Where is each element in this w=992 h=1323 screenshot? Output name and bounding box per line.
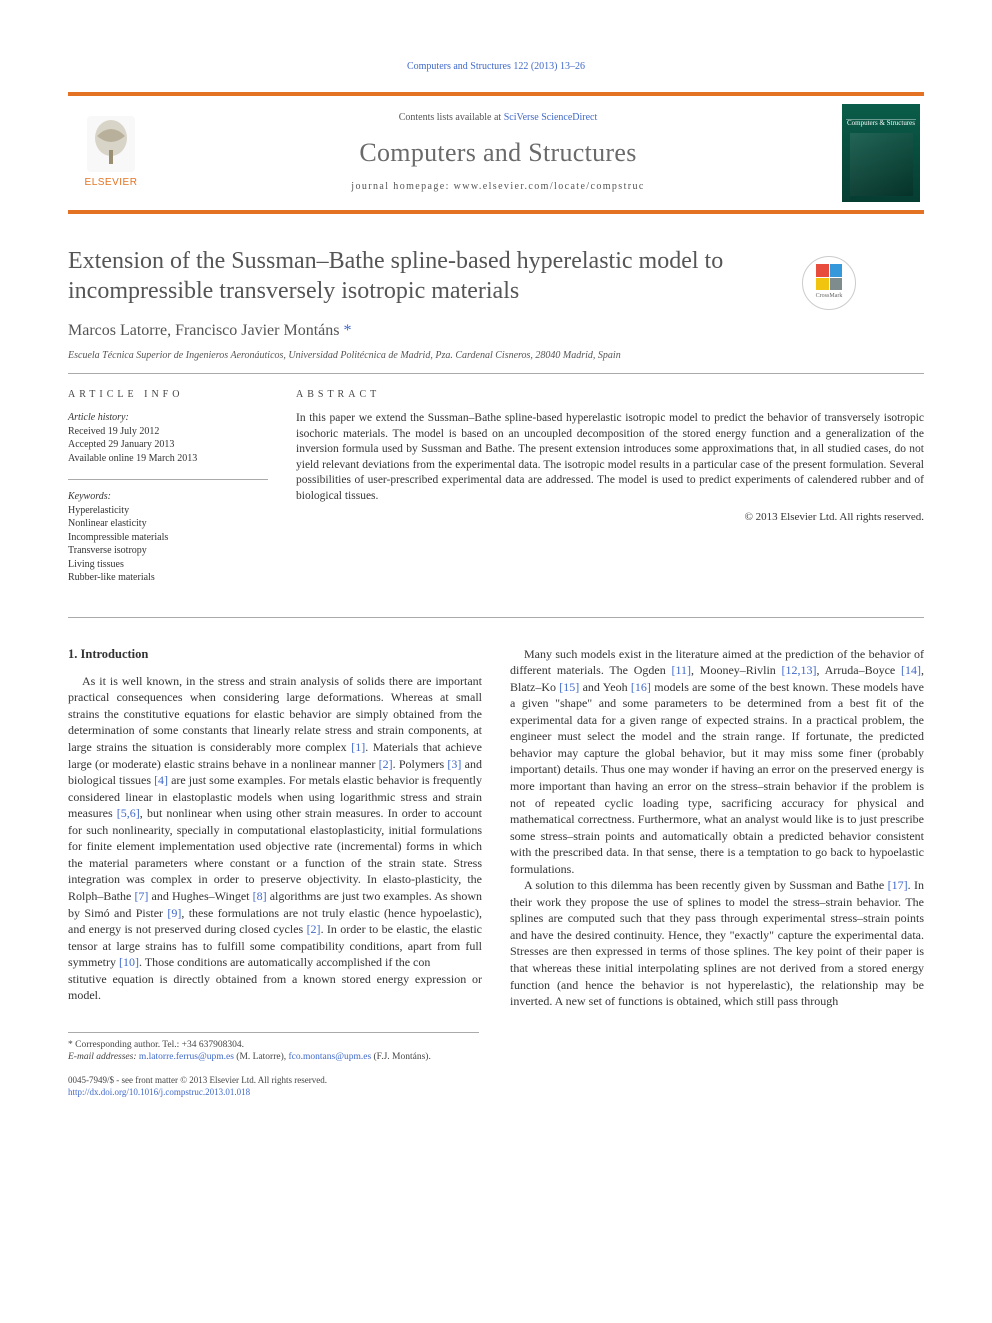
abstract-copyright: © 2013 Elsevier Ltd. All rights reserved… xyxy=(296,510,924,525)
crossmark-icon xyxy=(816,264,842,290)
article-title: Extension of the Sussman–Bathe spline-ba… xyxy=(68,246,818,306)
ref-link[interactable]: [12,13] xyxy=(782,663,817,677)
corresponding-note: * Corresponding author. Tel.: +34 637908… xyxy=(68,1039,479,1052)
paragraph: stitutive equation is directly obtained … xyxy=(68,971,482,1004)
contents-prefix: Contents lists available at xyxy=(399,112,504,123)
footnotes: * Corresponding author. Tel.: +34 637908… xyxy=(68,1032,479,1065)
page-footer: 0045-7949/$ - see front matter © 2013 El… xyxy=(68,1074,924,1098)
history-label: Article history: xyxy=(68,411,268,425)
keyword: Incompressible materials xyxy=(68,531,268,545)
ref-link[interactable]: [7] xyxy=(134,889,148,903)
paragraph: As it is well known, in the stress and s… xyxy=(68,673,482,971)
abstract-column: ABSTRACT In this paper we extend the Sus… xyxy=(296,388,924,599)
journal-header: ELSEVIER Contents lists available at Sci… xyxy=(68,92,924,214)
ref-link[interactable]: [14] xyxy=(901,663,921,677)
corresponding-mark[interactable]: * xyxy=(343,322,351,339)
sciencedirect-link[interactable]: SciVerse ScienceDirect xyxy=(504,112,598,123)
article-history: Article history: Received 19 July 2012 A… xyxy=(68,411,268,465)
running-header: Computers and Structures 122 (2013) 13–2… xyxy=(68,60,924,74)
email-attrib: (M. Latorre), xyxy=(234,1052,289,1062)
crossmark-label: CrossMark xyxy=(816,292,843,300)
info-divider xyxy=(68,479,268,480)
ref-link[interactable]: [2] xyxy=(379,757,393,771)
journal-cover-thumb: Computers & Structures xyxy=(842,104,920,202)
elsevier-tree-icon xyxy=(87,116,135,172)
homepage-label: journal homepage: xyxy=(351,181,453,192)
email-attrib: (F.J. Montáns). xyxy=(371,1052,431,1062)
rule-top xyxy=(68,373,924,374)
paragraph: Many such models exist in the literature… xyxy=(510,646,924,878)
ref-link[interactable]: [10] xyxy=(119,955,139,969)
online-date: Available online 19 March 2013 xyxy=(68,452,268,466)
keyword: Transverse isotropy xyxy=(68,544,268,558)
abstract-text: In this paper we extend the Sussman–Bath… xyxy=(296,411,924,504)
cover-title: Computers & Structures xyxy=(847,120,915,128)
ref-link[interactable]: [1] xyxy=(351,740,365,754)
keyword: Nonlinear elasticity xyxy=(68,517,268,531)
ref-link[interactable]: [17] xyxy=(888,878,908,892)
email-line: E-mail addresses: m.latorre.ferrus@upm.e… xyxy=(68,1051,479,1064)
author-email-link[interactable]: fco.montans@upm.es xyxy=(289,1052,372,1062)
body-text: 1. Introduction As it is well known, in … xyxy=(68,646,924,1010)
ref-link[interactable]: [2] xyxy=(307,922,321,936)
abstract-heading: ABSTRACT xyxy=(296,388,924,402)
publisher-name: ELSEVIER xyxy=(85,176,138,190)
ref-link[interactable]: [4] xyxy=(154,773,168,787)
homepage-url[interactable]: www.elsevier.com/locate/compstruc xyxy=(454,181,645,192)
issn-line: 0045-7949/$ - see front matter © 2013 El… xyxy=(68,1074,924,1086)
email-label: E-mail addresses: xyxy=(68,1052,139,1062)
author-names: Marcos Latorre, Francisco Javier Montáns xyxy=(68,322,339,339)
ref-link[interactable]: [16] xyxy=(631,680,651,694)
ref-link[interactable]: [3] xyxy=(447,757,461,771)
author-email-link[interactable]: m.latorre.ferrus@upm.es xyxy=(139,1052,234,1062)
publisher-logo: ELSEVIER xyxy=(68,96,154,210)
rule-bottom xyxy=(68,617,924,618)
keyword: Rubber-like materials xyxy=(68,571,268,585)
received-date: Received 19 July 2012 xyxy=(68,425,268,439)
section-heading: 1. Introduction xyxy=(68,646,482,663)
ref-link[interactable]: [8] xyxy=(253,889,267,903)
ref-link[interactable]: [11] xyxy=(671,663,691,677)
crossmark-badge[interactable]: CrossMark xyxy=(802,256,856,310)
keywords-block: Keywords: Hyperelasticity Nonlinear elas… xyxy=(68,490,268,585)
article-info-column: ARTICLE INFO Article history: Received 1… xyxy=(68,388,268,599)
journal-title: Computers and Structures xyxy=(359,135,636,170)
ref-link[interactable]: [5,6] xyxy=(117,806,140,820)
author-line: Marcos Latorre, Francisco Javier Montáns… xyxy=(68,320,924,342)
paragraph: A solution to this dilemma has been rece… xyxy=(510,877,924,1009)
doi-link[interactable]: http://dx.doi.org/10.1016/j.compstruc.20… xyxy=(68,1087,250,1097)
ref-link[interactable]: [9] xyxy=(167,906,181,920)
article-info-heading: ARTICLE INFO xyxy=(68,388,268,402)
ref-link[interactable]: [15] xyxy=(559,680,579,694)
journal-homepage: journal homepage: www.elsevier.com/locat… xyxy=(351,180,644,194)
keywords-label: Keywords: xyxy=(68,490,268,504)
contents-available: Contents lists available at SciVerse Sci… xyxy=(399,111,598,125)
keyword: Living tissues xyxy=(68,558,268,572)
accepted-date: Accepted 29 January 2013 xyxy=(68,438,268,452)
affiliation: Escuela Técnica Superior de Ingenieros A… xyxy=(68,349,924,363)
keyword: Hyperelasticity xyxy=(68,504,268,518)
